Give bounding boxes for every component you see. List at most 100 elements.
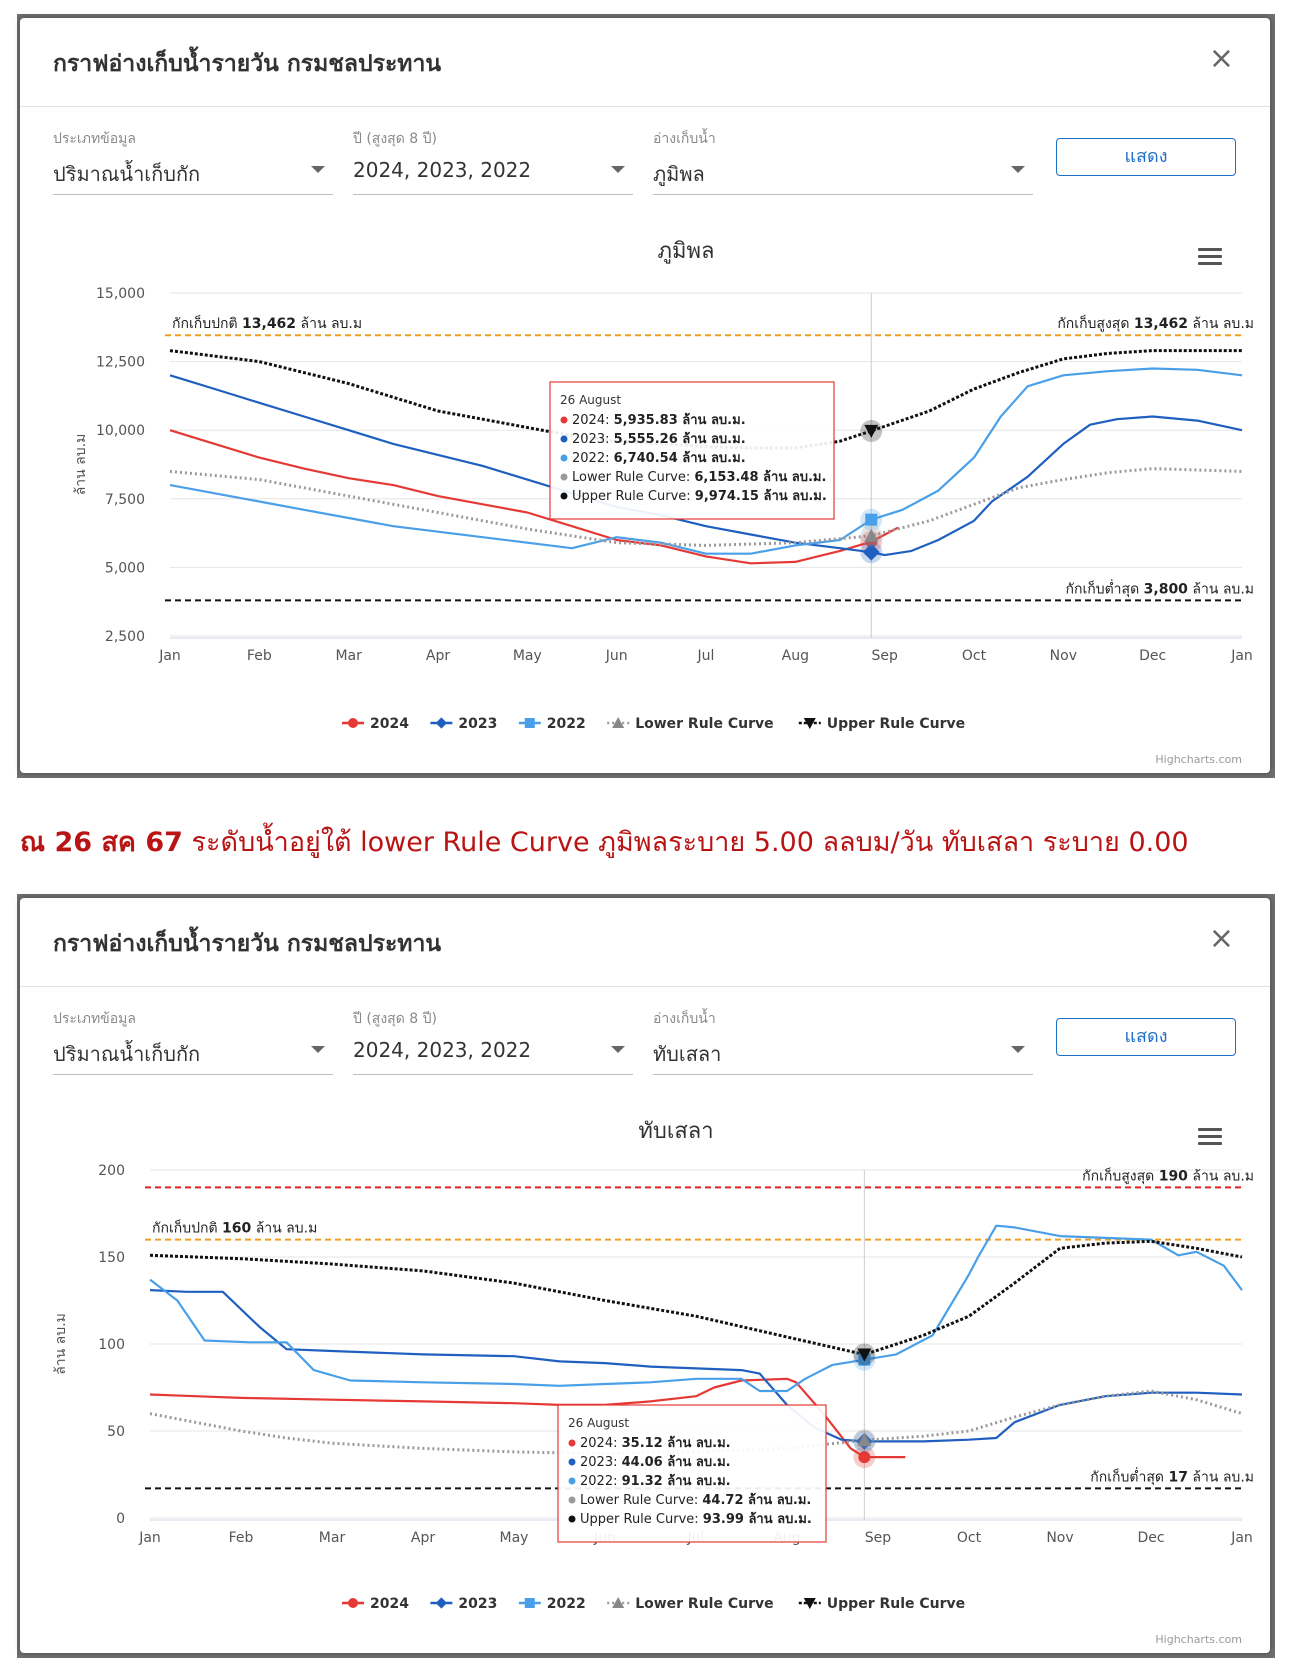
x-tick-label: Sep [865, 1530, 892, 1546]
y-tick-label: 50 [107, 1424, 125, 1440]
tooltip-bullet [568, 1458, 576, 1466]
data-type-label: ประเภทข้อมูล [53, 131, 136, 147]
tooltip-title: 26 August [568, 1416, 629, 1430]
caption-note: ณ 26 สค 67 ระดับน้ำอยู่ใต้ lower Rule Cu… [20, 820, 1189, 863]
reservoir-dialog-thap-salao: กราฟอ่างเก็บน้ำรายวัน กรมชลประทาน × ประเ… [20, 898, 1270, 1653]
chart-bhumibol: ภูมิพล 15,000 12,500 10,000 7,500 5,000 2,500 ล… [73, 239, 1254, 766]
y-axis-title: ล้าน ลบ.ม [53, 1313, 69, 1375]
legend-item[interactable]: 2022 [518, 1596, 586, 1612]
dialog-header: กราฟอ่างเก็บน้ำรายวัน กรมชลประทาน × [20, 18, 1270, 107]
dialog-title: กราฟอ่างเก็บน้ำรายวัน กรมชลประทาน [53, 51, 442, 77]
close-button[interactable]: × [1208, 41, 1234, 76]
x-tick-label: Sep [871, 648, 898, 664]
legend-item[interactable]: 2024 [342, 1596, 409, 1612]
legend-item[interactable]: 2024 [342, 716, 409, 732]
legend-item[interactable]: Lower Rule Curve [607, 716, 774, 732]
caption-text: ระดับน้ำอยู่ใต้ lower Rule Curve ภูมิพลร… [191, 827, 1189, 858]
tooltip-row-label: Upper Rule Curve: [572, 489, 695, 504]
series-line-upper-rule-curve [149, 1239, 1243, 1356]
legend-marker [612, 717, 625, 728]
chevron-down-icon [311, 1046, 325, 1053]
y-tick-label: 10,000 [96, 423, 145, 439]
x-tick-label: Jan [1230, 1530, 1253, 1546]
y-tick-label: 12,500 [96, 355, 145, 371]
chart-credit: Highcharts.com [1155, 1633, 1242, 1646]
tooltip-row: Lower Rule Curve: 6,153.48 ล้าน ลบ.ม. [572, 469, 826, 485]
reference-label-value: 3,800 [1144, 581, 1189, 597]
reference-label-unit: ล้าน ลบ.ม [1188, 581, 1254, 597]
reservoir-value: ทับเสลา [653, 1042, 722, 1066]
legend-item[interactable]: 2022 [518, 716, 586, 732]
legend-item[interactable]: Upper Rule Curve [798, 1596, 965, 1612]
close-button[interactable]: × [1208, 921, 1234, 956]
x-tick-label: Dec [1139, 648, 1166, 664]
y-tick-label: 100 [98, 1337, 125, 1353]
legend-item[interactable]: 2023 [430, 1596, 497, 1612]
tooltip-bullet [568, 1515, 576, 1523]
reference-label-right: กักเก็บสูงสุด 190 ล้าน ลบ.ม [1082, 1166, 1254, 1184]
x-tick-label: Feb [247, 648, 272, 664]
reference-label-unit: ล้าน ลบ.ม [251, 1221, 317, 1237]
tooltip-row-label: 2024: [572, 413, 614, 428]
series-line-2023 [149, 1289, 1243, 1443]
tooltip-row: Upper Rule Curve: 9,974.15 ล้าน ลบ.ม. [572, 488, 827, 504]
year-label: ปี (สูงสุด 8 ปี) [353, 131, 437, 147]
hover-marker [865, 513, 878, 526]
chart-menu-icon[interactable] [1198, 1128, 1222, 1146]
reference-label-right: กักเก็บสูงสุด 13,462 ล้าน ลบ.ม [1057, 314, 1254, 332]
legend-marker [348, 718, 358, 728]
reservoir-select[interactable]: อ่างเก็บน้ำ ทับเสลา [653, 1008, 1033, 1075]
y-tick-label: 200 [98, 1163, 125, 1179]
x-tick-label: May [500, 1530, 529, 1546]
x-tick-label: Jul [697, 648, 715, 664]
reference-label-value: 13,462 [242, 316, 296, 332]
series-line-lower-rule-curve [169, 467, 1243, 547]
tooltip-row-value: 35.12 ล้าน ลบ.ม. [622, 1435, 731, 1451]
legend-item[interactable]: Lower Rule Curve [607, 1596, 774, 1612]
year-select[interactable]: ปี (สูงสุด 8 ปี) 2024, 2023, 2022 [353, 1008, 633, 1075]
series-line-2022 [149, 1224, 1243, 1393]
tooltip-row-label: Upper Rule Curve: [580, 1512, 703, 1527]
tooltip-title: 26 August [560, 393, 621, 407]
reference-label-text: กักเก็บปกติ [172, 314, 242, 332]
tooltip-row-value: 44.72 ล้าน ลบ.ม. [702, 1492, 811, 1508]
legend-marker [524, 718, 535, 728]
tooltip-row: 2024: 5,935.83 ล้าน ลบ.ม. [572, 412, 746, 428]
x-tick-label: Nov [1046, 1530, 1073, 1546]
year-select[interactable]: ปี (สูงสุด 8 ปี) 2024, 2023, 2022 [353, 128, 633, 195]
data-type-select[interactable]: ประเภทข้อมูล ปริมาณน้ำเก็บกัก [53, 128, 333, 195]
x-tick-label: Oct [957, 1530, 982, 1546]
show-button[interactable]: แสดง [1056, 1018, 1236, 1056]
data-type-select[interactable]: ประเภทข้อมูล ปริมาณน้ำเก็บกัก [53, 1008, 333, 1075]
tooltip-row-value: 93.99 ล้าน ลบ.ม. [703, 1511, 812, 1527]
reservoir-select[interactable]: อ่างเก็บน้ำ ภูมิพล [653, 128, 1033, 195]
tooltip-row: Lower Rule Curve: 44.72 ล้าน ลบ.ม. [580, 1492, 811, 1508]
tooltip-row-value: 6,153.48 ล้าน ลบ.ม. [694, 469, 826, 485]
tooltip-row-label: Lower Rule Curve: [580, 1493, 702, 1508]
tooltip-box [549, 381, 835, 520]
y-tick-label: 15,000 [96, 286, 145, 302]
tooltip-row-label: 2023: [580, 1455, 622, 1470]
tooltip-row-value: 44.06 ล้าน ลบ.ม. [622, 1454, 731, 1470]
legend-label: 2022 [547, 1596, 586, 1612]
year-label: ปี (สูงสุด 8 ปี) [353, 1011, 437, 1027]
tooltip-box [557, 1404, 827, 1543]
reference-label-value: 13,462 [1134, 316, 1188, 332]
chart-menu-icon[interactable] [1198, 248, 1222, 266]
reference-label-unit: ล้าน ลบ.ม [1188, 316, 1254, 332]
tooltip-row: 2022: 91.32 ล้าน ลบ.ม. [580, 1473, 731, 1489]
year-value: 2024, 2023, 2022 [353, 158, 532, 182]
chevron-down-icon [611, 1046, 625, 1053]
legend: 2024 2023 2022 Lower Rule Curve Upper Rule C… [342, 716, 965, 732]
legend-item[interactable]: 2023 [430, 716, 497, 732]
year-value: 2024, 2023, 2022 [353, 1038, 532, 1062]
legend-marker [524, 1598, 535, 1608]
tooltip: 26 August 2024: 5,935.83 ล้าน ลบ.ม. 2023: … [549, 381, 835, 520]
tooltip-row: 2023: 44.06 ล้าน ลบ.ม. [580, 1454, 731, 1470]
tooltip-row: 2024: 35.12 ล้าน ลบ.ม. [580, 1435, 731, 1451]
show-button[interactable]: แสดง [1056, 138, 1236, 176]
reference-label-left: กักเก็บปกติ 160 ล้าน ลบ.ม [152, 1219, 317, 1237]
tooltip-row: 2022: 6,740.54 ล้าน ลบ.ม. [572, 450, 746, 466]
legend-item[interactable]: Upper Rule Curve [798, 716, 965, 732]
x-tick-label: Oct [962, 648, 987, 664]
